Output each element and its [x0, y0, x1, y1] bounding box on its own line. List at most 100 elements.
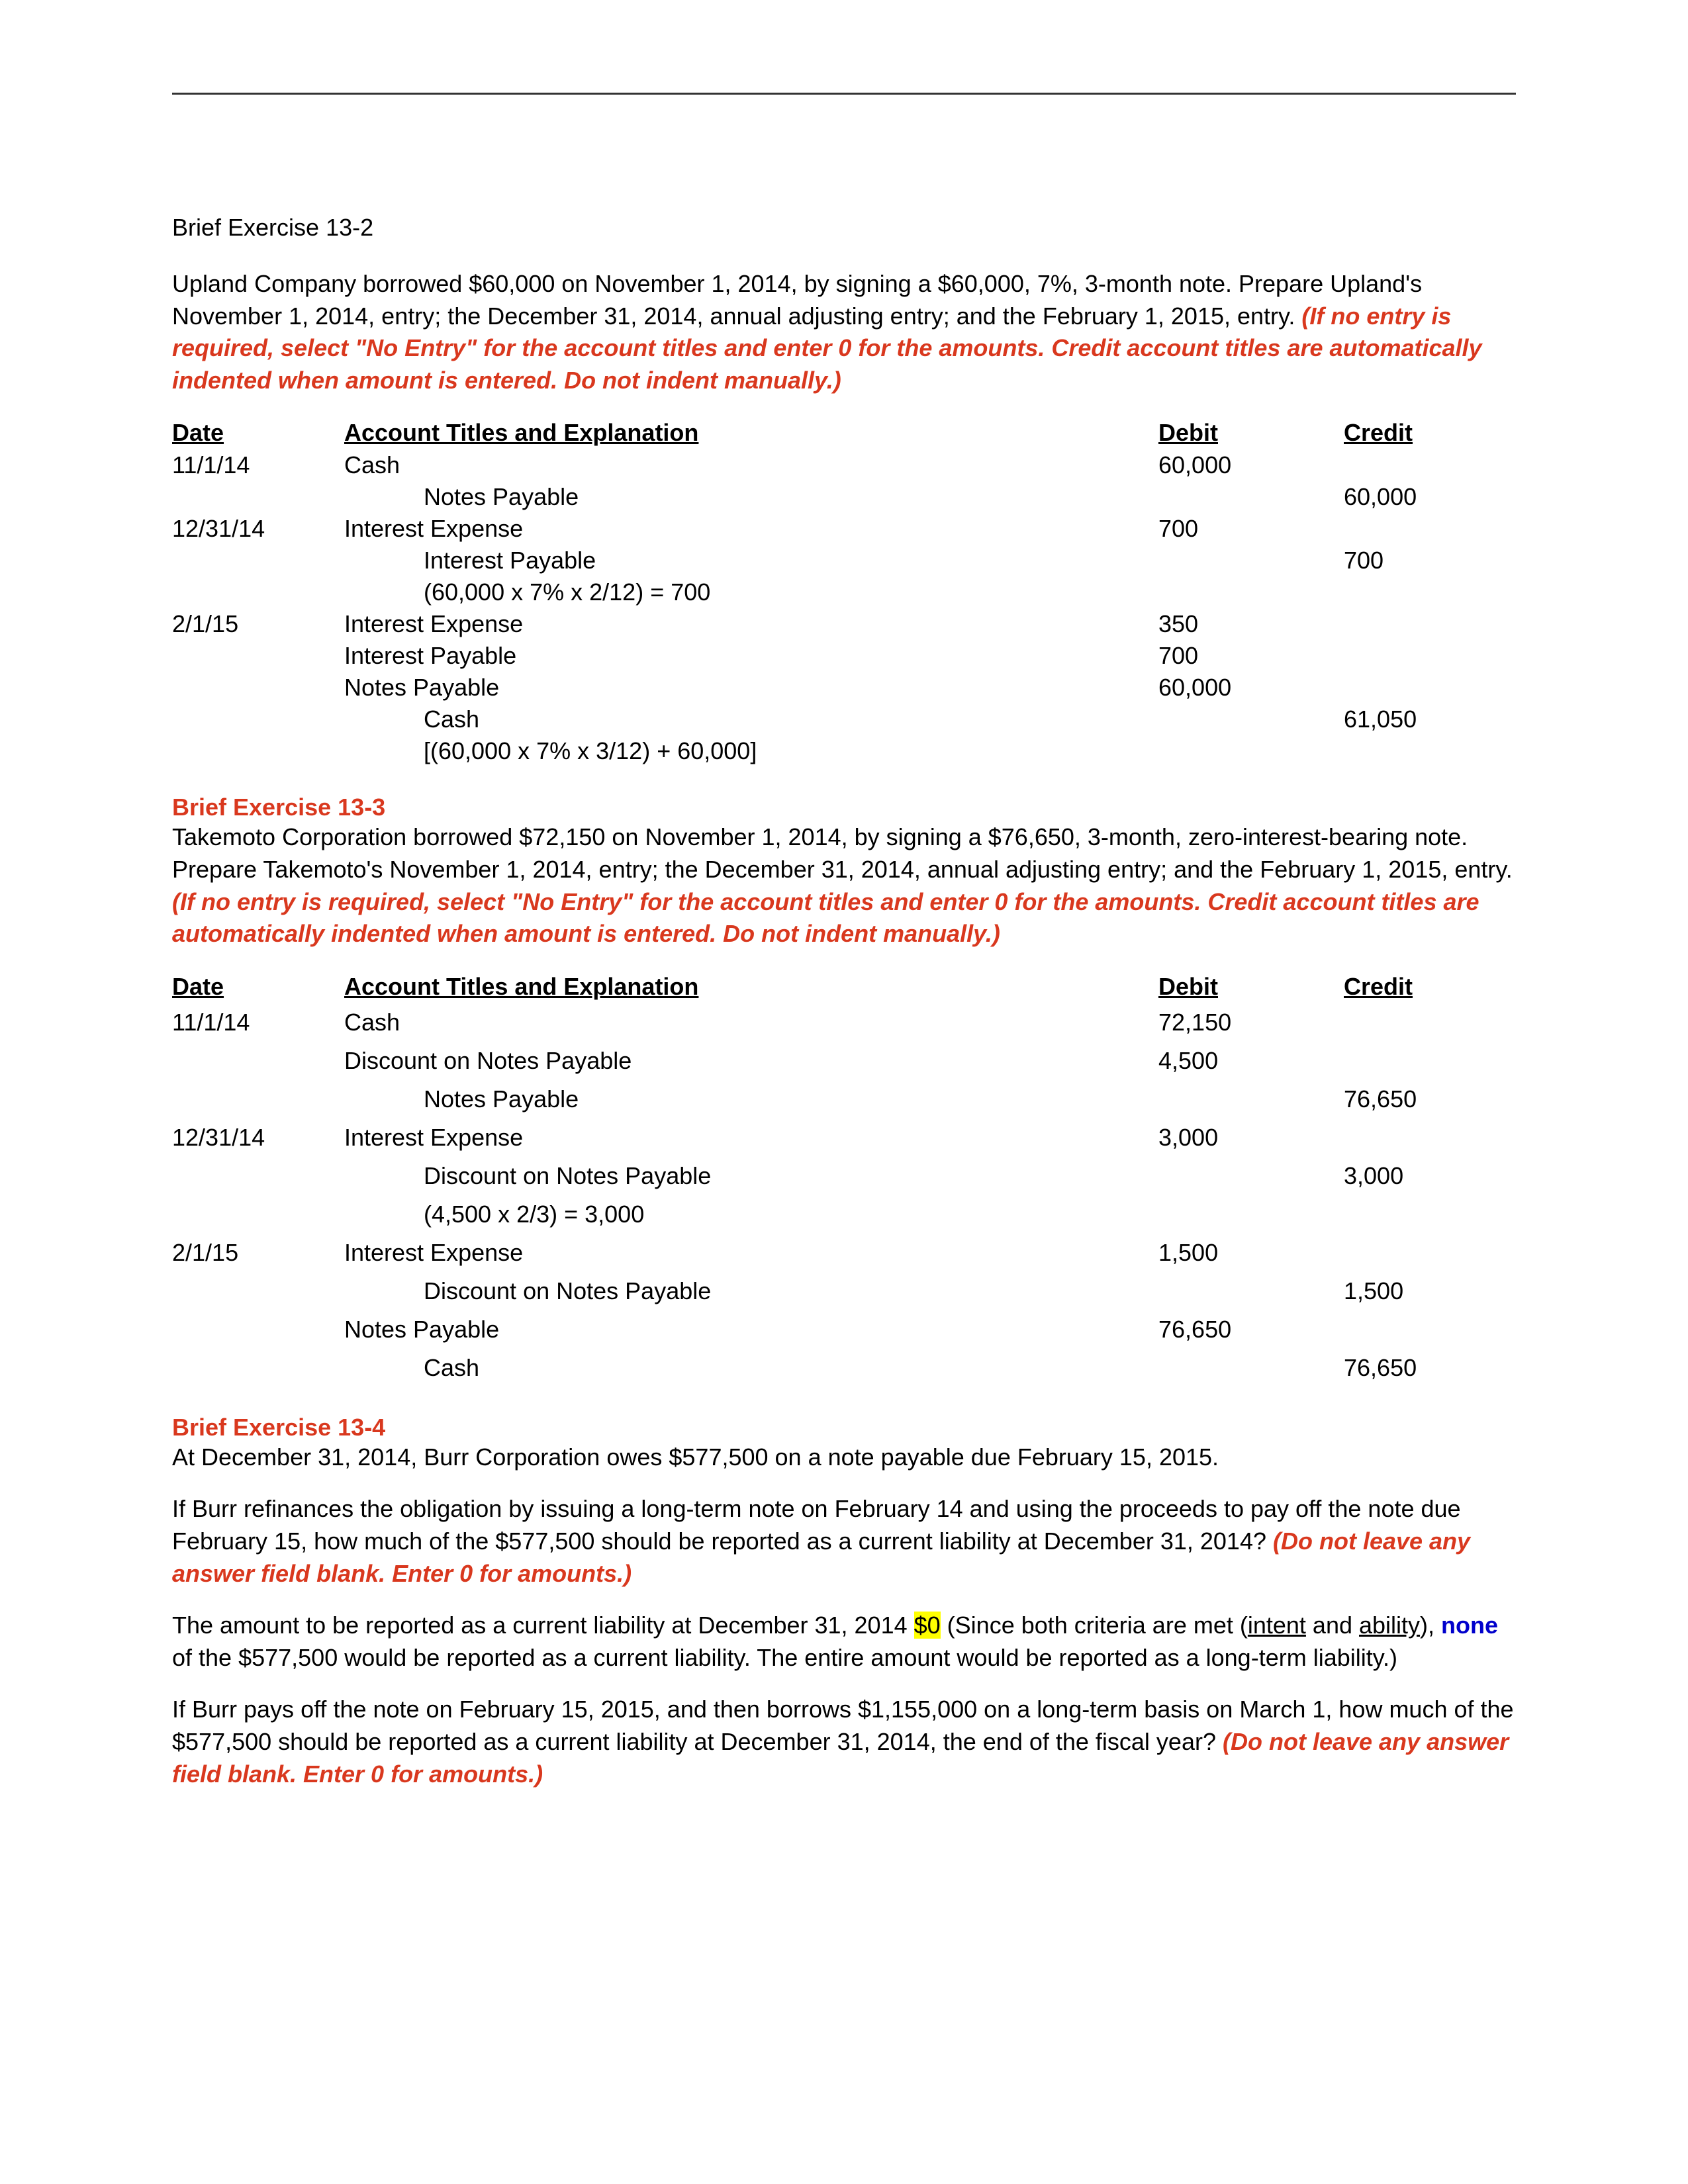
ex133-intro-para: Takemoto Corporation borrowed $72,150 on… [172, 821, 1516, 950]
table-row: Cash 76,650 [172, 1349, 1516, 1387]
cell-credit [1344, 1003, 1516, 1042]
cell-acct: (60,000 x 7% x 2/12) = 700 [344, 576, 1158, 608]
cell-acct: Notes Payable [344, 672, 1158, 704]
ex133-instruction: (If no entry is required, select "No Ent… [172, 888, 1479, 948]
table-row: 12/31/14Interest Expense3,000 [172, 1118, 1516, 1157]
cell-debit [1158, 1349, 1344, 1387]
cell-debit: 1,500 [1158, 1234, 1344, 1272]
cell-date: 2/1/15 [172, 1234, 344, 1272]
cell-acct: Interest Expense [344, 513, 1158, 545]
cell-date [172, 545, 344, 576]
cell-credit [1344, 576, 1516, 608]
col-header-date: Date [172, 970, 344, 1003]
table-row: (60,000 x 7% x 2/12) = 700 [172, 576, 1516, 608]
ex132-intro-text: Upland Company borrowed $60,000 on Novem… [172, 270, 1422, 330]
col-header-credit: Credit [1344, 416, 1516, 449]
cell-debit [1158, 1080, 1344, 1118]
ex134-ans-mid1: (Since both criteria are met ( [941, 1612, 1248, 1639]
ex133-tbody: 11/1/14Cash72,150 Discount on Notes Paya… [172, 1003, 1516, 1387]
cell-acct: Cash [344, 449, 1158, 481]
cell-credit [1344, 672, 1516, 704]
cell-acct: Interest Expense [344, 608, 1158, 640]
table-row: Notes Payable60,000 [172, 672, 1516, 704]
cell-debit: 700 [1158, 513, 1344, 545]
ex134-p2-text: If Burr refinances the obligation by iss… [172, 1495, 1461, 1555]
ex133-journal-table: Date Account Titles and Explanation Debi… [172, 970, 1516, 1387]
ex134-ans-none: none [1441, 1612, 1498, 1639]
cell-credit: 76,650 [1344, 1349, 1516, 1387]
ex134-ans-mid3: ), [1420, 1612, 1441, 1639]
cell-debit: 60,000 [1158, 449, 1344, 481]
col-header-acct: Account Titles and Explanation [344, 416, 1158, 449]
table-header-row: Date Account Titles and Explanation Debi… [172, 416, 1516, 449]
cell-date: 11/1/14 [172, 1003, 344, 1042]
cell-acct: (4,500 x 2/3) = 3,000 [344, 1195, 1158, 1234]
col-header-date: Date [172, 416, 344, 449]
cell-date [172, 1157, 344, 1195]
cell-debit: 72,150 [1158, 1003, 1344, 1042]
cell-debit [1158, 1272, 1344, 1310]
cell-acct: Cash [344, 1003, 1158, 1042]
ex134-ans-ability: ability [1359, 1612, 1420, 1639]
cell-credit [1344, 1195, 1516, 1234]
cell-credit: 76,650 [1344, 1080, 1516, 1118]
cell-date [172, 481, 344, 513]
cell-date: 12/31/14 [172, 513, 344, 545]
table-row: 2/1/15Interest Expense1,500 [172, 1234, 1516, 1272]
cell-date [172, 1042, 344, 1080]
cell-date [172, 1080, 344, 1118]
cell-credit [1344, 735, 1516, 767]
cell-debit: 3,000 [1158, 1118, 1344, 1157]
cell-date [172, 735, 344, 767]
ex132-title: Brief Exercise 13-2 [172, 214, 1516, 242]
cell-acct: Notes Payable [344, 1080, 1158, 1118]
cell-debit: 60,000 [1158, 672, 1344, 704]
col-header-debit: Debit [1158, 970, 1344, 1003]
cell-date [172, 640, 344, 672]
cell-debit: 350 [1158, 608, 1344, 640]
cell-credit: 60,000 [1344, 481, 1516, 513]
table-row: Notes Payable 76,650 [172, 1080, 1516, 1118]
cell-debit [1158, 704, 1344, 735]
cell-acct: Discount on Notes Payable [344, 1157, 1158, 1195]
cell-acct: Cash [344, 704, 1158, 735]
cell-debit: 76,650 [1158, 1310, 1344, 1349]
cell-credit [1344, 1118, 1516, 1157]
cell-debit: 700 [1158, 640, 1344, 672]
cell-debit [1158, 1157, 1344, 1195]
table-row: Discount on Notes Payable1,500 [172, 1272, 1516, 1310]
ex134-ans-prefix: The amount to be reported as a current l… [172, 1612, 914, 1639]
cell-acct: Interest Expense [344, 1234, 1158, 1272]
cell-date [172, 1195, 344, 1234]
cell-credit [1344, 1310, 1516, 1349]
cell-acct: Notes Payable [344, 481, 1158, 513]
cell-debit [1158, 576, 1344, 608]
ex134-answer-para: The amount to be reported as a current l… [172, 1610, 1516, 1674]
table-row: [(60,000 x 7% x 3/12) + 60,000] [172, 735, 1516, 767]
ex134-p1: At December 31, 2014, Burr Corporation o… [172, 1441, 1516, 1474]
ex132-intro-para: Upland Company borrowed $60,000 on Novem… [172, 268, 1516, 396]
cell-debit: 4,500 [1158, 1042, 1344, 1080]
ex133-intro-text: Takemoto Corporation borrowed $72,150 on… [172, 823, 1513, 883]
cell-credit: 700 [1344, 545, 1516, 576]
cell-date: 12/31/14 [172, 1118, 344, 1157]
cell-acct: Discount on Notes Payable [344, 1042, 1158, 1080]
cell-acct: Cash [344, 1349, 1158, 1387]
cell-debit [1158, 735, 1344, 767]
cell-credit [1344, 449, 1516, 481]
cell-acct: Notes Payable [344, 1310, 1158, 1349]
ex134-ans-mid2: and [1306, 1612, 1359, 1639]
table-row: Cash61,050 [172, 704, 1516, 735]
cell-credit [1344, 1042, 1516, 1080]
ex134-p3: If Burr pays off the note on February 15… [172, 1694, 1516, 1790]
table-header-row: Date Account Titles and Explanation Debi… [172, 970, 1516, 1003]
table-row: Notes Payable 60,000 [172, 481, 1516, 513]
ex134-p2: If Burr refinances the obligation by iss… [172, 1493, 1516, 1590]
cell-credit: 3,000 [1344, 1157, 1516, 1195]
ex132-tbody: 11/1/14Cash60,000 Notes Payable60,000 12… [172, 449, 1516, 767]
top-horizontal-rule [172, 93, 1516, 95]
cell-acct: Interest Payable [344, 640, 1158, 672]
table-row: Interest Payable700 [172, 545, 1516, 576]
table-row: Discount on Notes Payable4,500 [172, 1042, 1516, 1080]
ex134-title: Brief Exercise 13-4 [172, 1414, 1516, 1441]
